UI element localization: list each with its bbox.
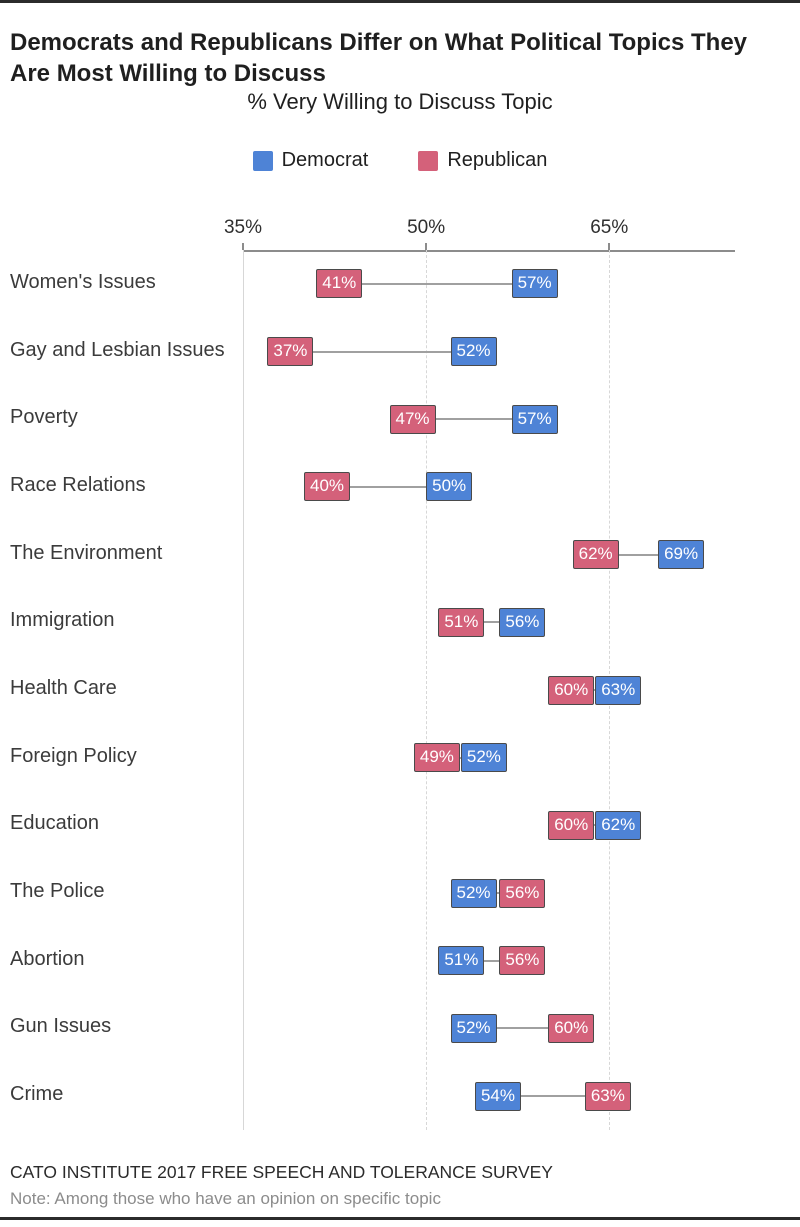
democrat-value-box: 62% — [595, 810, 642, 840]
top-border — [0, 0, 800, 3]
connector-line — [412, 418, 535, 421]
legend-label: Republican — [447, 149, 548, 171]
topic-label: Foreign Policy — [10, 744, 137, 767]
legend-label: Democrat — [281, 149, 369, 171]
topic-label: Abortion — [10, 947, 85, 970]
axis-tick-35 — [242, 243, 244, 250]
connector-line — [571, 824, 619, 827]
connector-line — [436, 756, 484, 759]
democrat-value-box: 56% — [499, 607, 546, 637]
democrat-value-box: 52% — [450, 337, 497, 367]
connector-line — [571, 689, 619, 691]
topic-label: Health Care — [10, 677, 117, 699]
democrat-value-box: 57% — [511, 269, 558, 299]
connector-line — [497, 1095, 608, 1098]
democrat-value-box: 54% — [474, 1081, 521, 1111]
connector-line — [290, 350, 474, 353]
topic-label: Gay and Lesbian Issues — [10, 338, 225, 361]
democrat-value-box: 63% — [595, 675, 642, 705]
republican-swatch-icon — [418, 150, 439, 171]
axis-tick-label-50: 50% — [407, 217, 446, 238]
source-line: CATO INSTITUTE 2017 FREE SPEECH AND TOLE… — [10, 1162, 553, 1182]
axis-tick-50 — [425, 243, 428, 250]
legend-item-republican: Republican — [418, 149, 547, 172]
republican-value-box: 60% — [548, 675, 595, 705]
democrat-value-box: 52% — [450, 878, 497, 908]
republican-value-box: 56% — [499, 946, 546, 976]
topic-label: Gun Issues — [10, 1015, 112, 1038]
connector-line — [595, 553, 682, 556]
republican-value-box: 49% — [413, 743, 460, 773]
democrat-swatch-icon — [252, 150, 273, 171]
connector-line — [327, 485, 450, 488]
democrat-value-box: 50% — [426, 472, 473, 502]
republican-value-box: 60% — [548, 810, 595, 840]
topic-label: Women's Issues — [10, 270, 156, 293]
republican-value-box: 62% — [572, 540, 619, 570]
topic-label: Poverty — [10, 406, 78, 429]
legend-item-democrat: Democrat — [252, 149, 369, 172]
chart-subtitle: % Very Willing to Discuss Topic — [247, 89, 553, 114]
democrat-value-box: 52% — [450, 1013, 497, 1043]
plot-area: 41% 57% 37% 52% 47% 57% 40% 50% 62% 69% 51% 56% 60% 6… — [242, 243, 735, 1130]
democrat-value-box: 69% — [658, 540, 705, 570]
note-line: Note: Among those who have an opinion on… — [10, 1189, 441, 1208]
axis-tick-65 — [608, 243, 611, 250]
republican-value-box: 63% — [584, 1081, 631, 1111]
topic-label: Education — [10, 812, 99, 835]
republican-value-box: 56% — [499, 878, 546, 908]
gridline-35 — [242, 250, 244, 1130]
republican-value-box: 41% — [316, 269, 363, 299]
republican-value-box: 60% — [548, 1013, 595, 1043]
connector-line — [461, 621, 523, 624]
gridline-50 — [425, 250, 427, 1130]
democrat-value-box: 52% — [460, 743, 507, 773]
connector-line — [473, 1027, 572, 1030]
topic-label: Crime — [10, 1083, 64, 1106]
republican-value-box: 47% — [389, 404, 436, 434]
republican-value-box: 40% — [304, 472, 351, 502]
chart-title: Democrats and Republicans Differ on What… — [10, 29, 748, 87]
republican-value-box: 51% — [438, 607, 485, 637]
legend: Democrat Republican — [0, 149, 800, 172]
democrat-value-box: 51% — [438, 946, 485, 976]
topic-label: The Environment — [10, 541, 163, 564]
topic-label: The Police — [10, 880, 105, 903]
connector-line — [473, 892, 523, 895]
x-axis-line — [243, 250, 735, 252]
topic-label: Immigration — [10, 609, 115, 632]
bottom-border — [0, 1217, 800, 1220]
connector-line — [461, 959, 523, 962]
axis-tick-label-35: 35% — [223, 217, 263, 238]
republican-value-box: 37% — [267, 337, 314, 367]
democrat-value-box: 57% — [511, 404, 558, 434]
topic-label: Race Relations — [10, 473, 146, 496]
connector-line — [339, 282, 535, 285]
axis-tick-label-65: 65% — [590, 217, 629, 238]
